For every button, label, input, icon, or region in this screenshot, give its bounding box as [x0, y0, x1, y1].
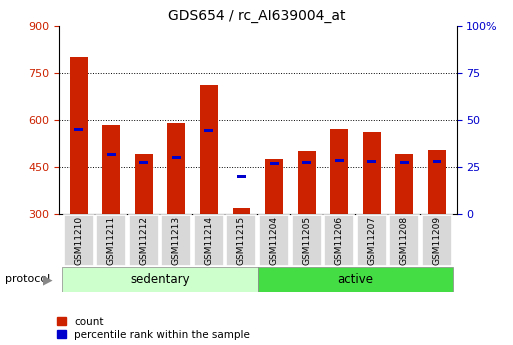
Bar — [167, 123, 185, 214]
Text: GDS654 / rc_AI639004_at: GDS654 / rc_AI639004_at — [168, 9, 345, 23]
Text: GSM11206: GSM11206 — [335, 216, 344, 265]
Text: active: active — [338, 273, 373, 286]
Bar — [204, 129, 213, 132]
FancyBboxPatch shape — [227, 215, 256, 266]
Bar — [330, 129, 348, 214]
Text: GSM11211: GSM11211 — [107, 216, 115, 265]
FancyBboxPatch shape — [161, 215, 191, 266]
Bar — [70, 57, 88, 214]
Bar — [335, 159, 344, 162]
FancyBboxPatch shape — [96, 215, 126, 266]
FancyBboxPatch shape — [324, 215, 354, 266]
Bar — [432, 160, 442, 163]
FancyBboxPatch shape — [422, 215, 452, 266]
Bar — [102, 125, 120, 214]
Bar — [74, 128, 83, 131]
Bar — [400, 161, 409, 164]
FancyBboxPatch shape — [292, 215, 322, 266]
Text: GSM11205: GSM11205 — [302, 216, 311, 265]
Bar — [139, 161, 148, 164]
Legend: count, percentile rank within the sample: count, percentile rank within the sample — [56, 317, 250, 340]
Text: protocol: protocol — [5, 275, 50, 284]
Bar — [265, 159, 283, 214]
Text: sedentary: sedentary — [130, 273, 190, 286]
Text: GSM11214: GSM11214 — [204, 216, 213, 265]
Bar — [363, 132, 381, 214]
Bar — [232, 208, 250, 214]
Text: GSM11212: GSM11212 — [139, 216, 148, 265]
Text: GSM11210: GSM11210 — [74, 216, 83, 265]
Bar — [428, 150, 446, 214]
FancyBboxPatch shape — [64, 215, 93, 266]
FancyBboxPatch shape — [129, 215, 159, 266]
FancyBboxPatch shape — [194, 215, 224, 266]
Bar — [135, 154, 153, 214]
FancyBboxPatch shape — [357, 215, 387, 266]
FancyBboxPatch shape — [62, 267, 258, 292]
Text: GSM11208: GSM11208 — [400, 216, 409, 265]
Bar — [200, 86, 218, 214]
Bar — [302, 161, 311, 164]
Bar — [107, 153, 115, 156]
Bar — [237, 175, 246, 178]
FancyBboxPatch shape — [389, 215, 420, 266]
Text: GSM11207: GSM11207 — [367, 216, 377, 265]
FancyBboxPatch shape — [259, 215, 289, 266]
Bar — [172, 156, 181, 159]
Bar — [396, 154, 413, 214]
Text: GSM11209: GSM11209 — [432, 216, 442, 265]
FancyBboxPatch shape — [258, 267, 453, 292]
Text: GSM11204: GSM11204 — [269, 216, 279, 265]
Text: ▶: ▶ — [43, 273, 52, 286]
Bar — [367, 160, 377, 163]
Bar — [298, 151, 315, 214]
Text: GSM11215: GSM11215 — [237, 216, 246, 265]
Bar — [270, 162, 279, 165]
Text: GSM11213: GSM11213 — [172, 216, 181, 265]
